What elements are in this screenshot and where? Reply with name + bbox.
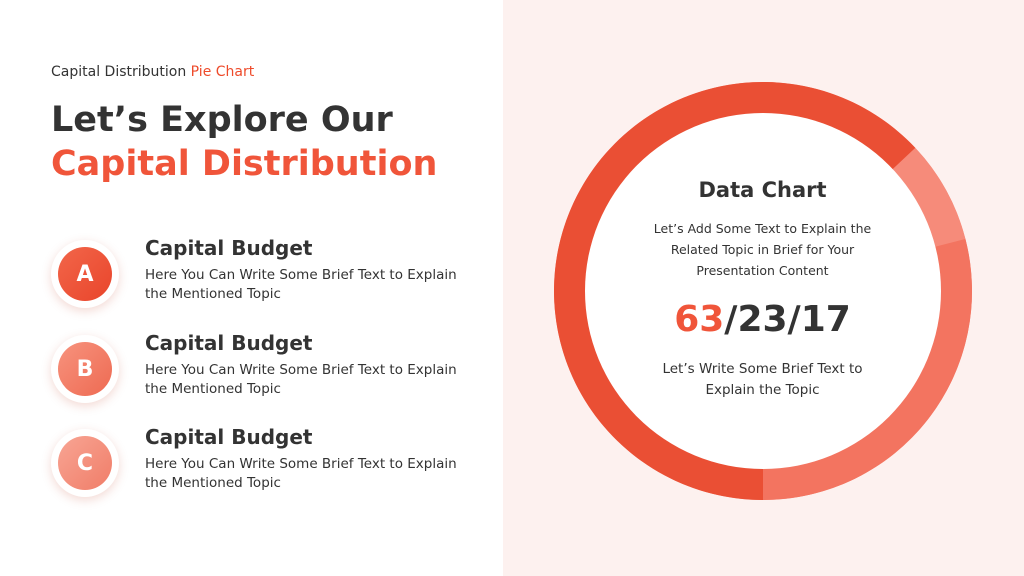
badge-b: B — [58, 342, 112, 396]
title-line-2: Capital Distribution — [51, 144, 438, 184]
badge-ring: C — [51, 429, 119, 497]
eyebrow-text: Capital Distribution — [51, 64, 187, 80]
badge-c: C — [58, 436, 112, 490]
figure-rest: /23/17 — [724, 299, 851, 340]
title-line-1: Let’s Explore Our — [51, 100, 393, 140]
list-item-b: B Capital Budget Here You Can Write Some… — [51, 331, 481, 403]
donut-hole — [585, 113, 941, 469]
badge-ring: A — [51, 240, 119, 308]
page-title: Let’s Explore Our Capital Distribution — [51, 98, 437, 186]
item-desc: Here You Can Write Some Brief Text to Ex… — [145, 362, 457, 397]
item-title: Capital Budget — [145, 236, 313, 260]
eyebrow: Capital Distribution Pie Chart — [51, 64, 254, 80]
item-title: Capital Budget — [145, 425, 313, 449]
badge-a: A — [58, 247, 112, 301]
badge-ring: B — [51, 335, 119, 403]
figure-highlight: 63 — [674, 299, 725, 340]
chart-description: Let’s Add Some Text to Explain the Relat… — [653, 221, 872, 278]
chart-figure: 63/23/17 — [620, 299, 905, 340]
chart-title: Data Chart — [698, 178, 827, 202]
item-desc: Here You Can Write Some Brief Text to Ex… — [145, 456, 457, 491]
item-desc: Here You Can Write Some Brief Text to Ex… — [145, 267, 457, 302]
list-item-c: C Capital Budget Here You Can Write Some… — [51, 425, 481, 497]
donut-chart — [554, 82, 972, 500]
chart-footnote: Let’s Write Some Brief Text to Explain t… — [662, 361, 863, 398]
item-title: Capital Budget — [145, 331, 313, 355]
list-item-a: A Capital Budget Here You Can Write Some… — [51, 236, 481, 308]
eyebrow-accent: Pie Chart — [190, 64, 255, 80]
